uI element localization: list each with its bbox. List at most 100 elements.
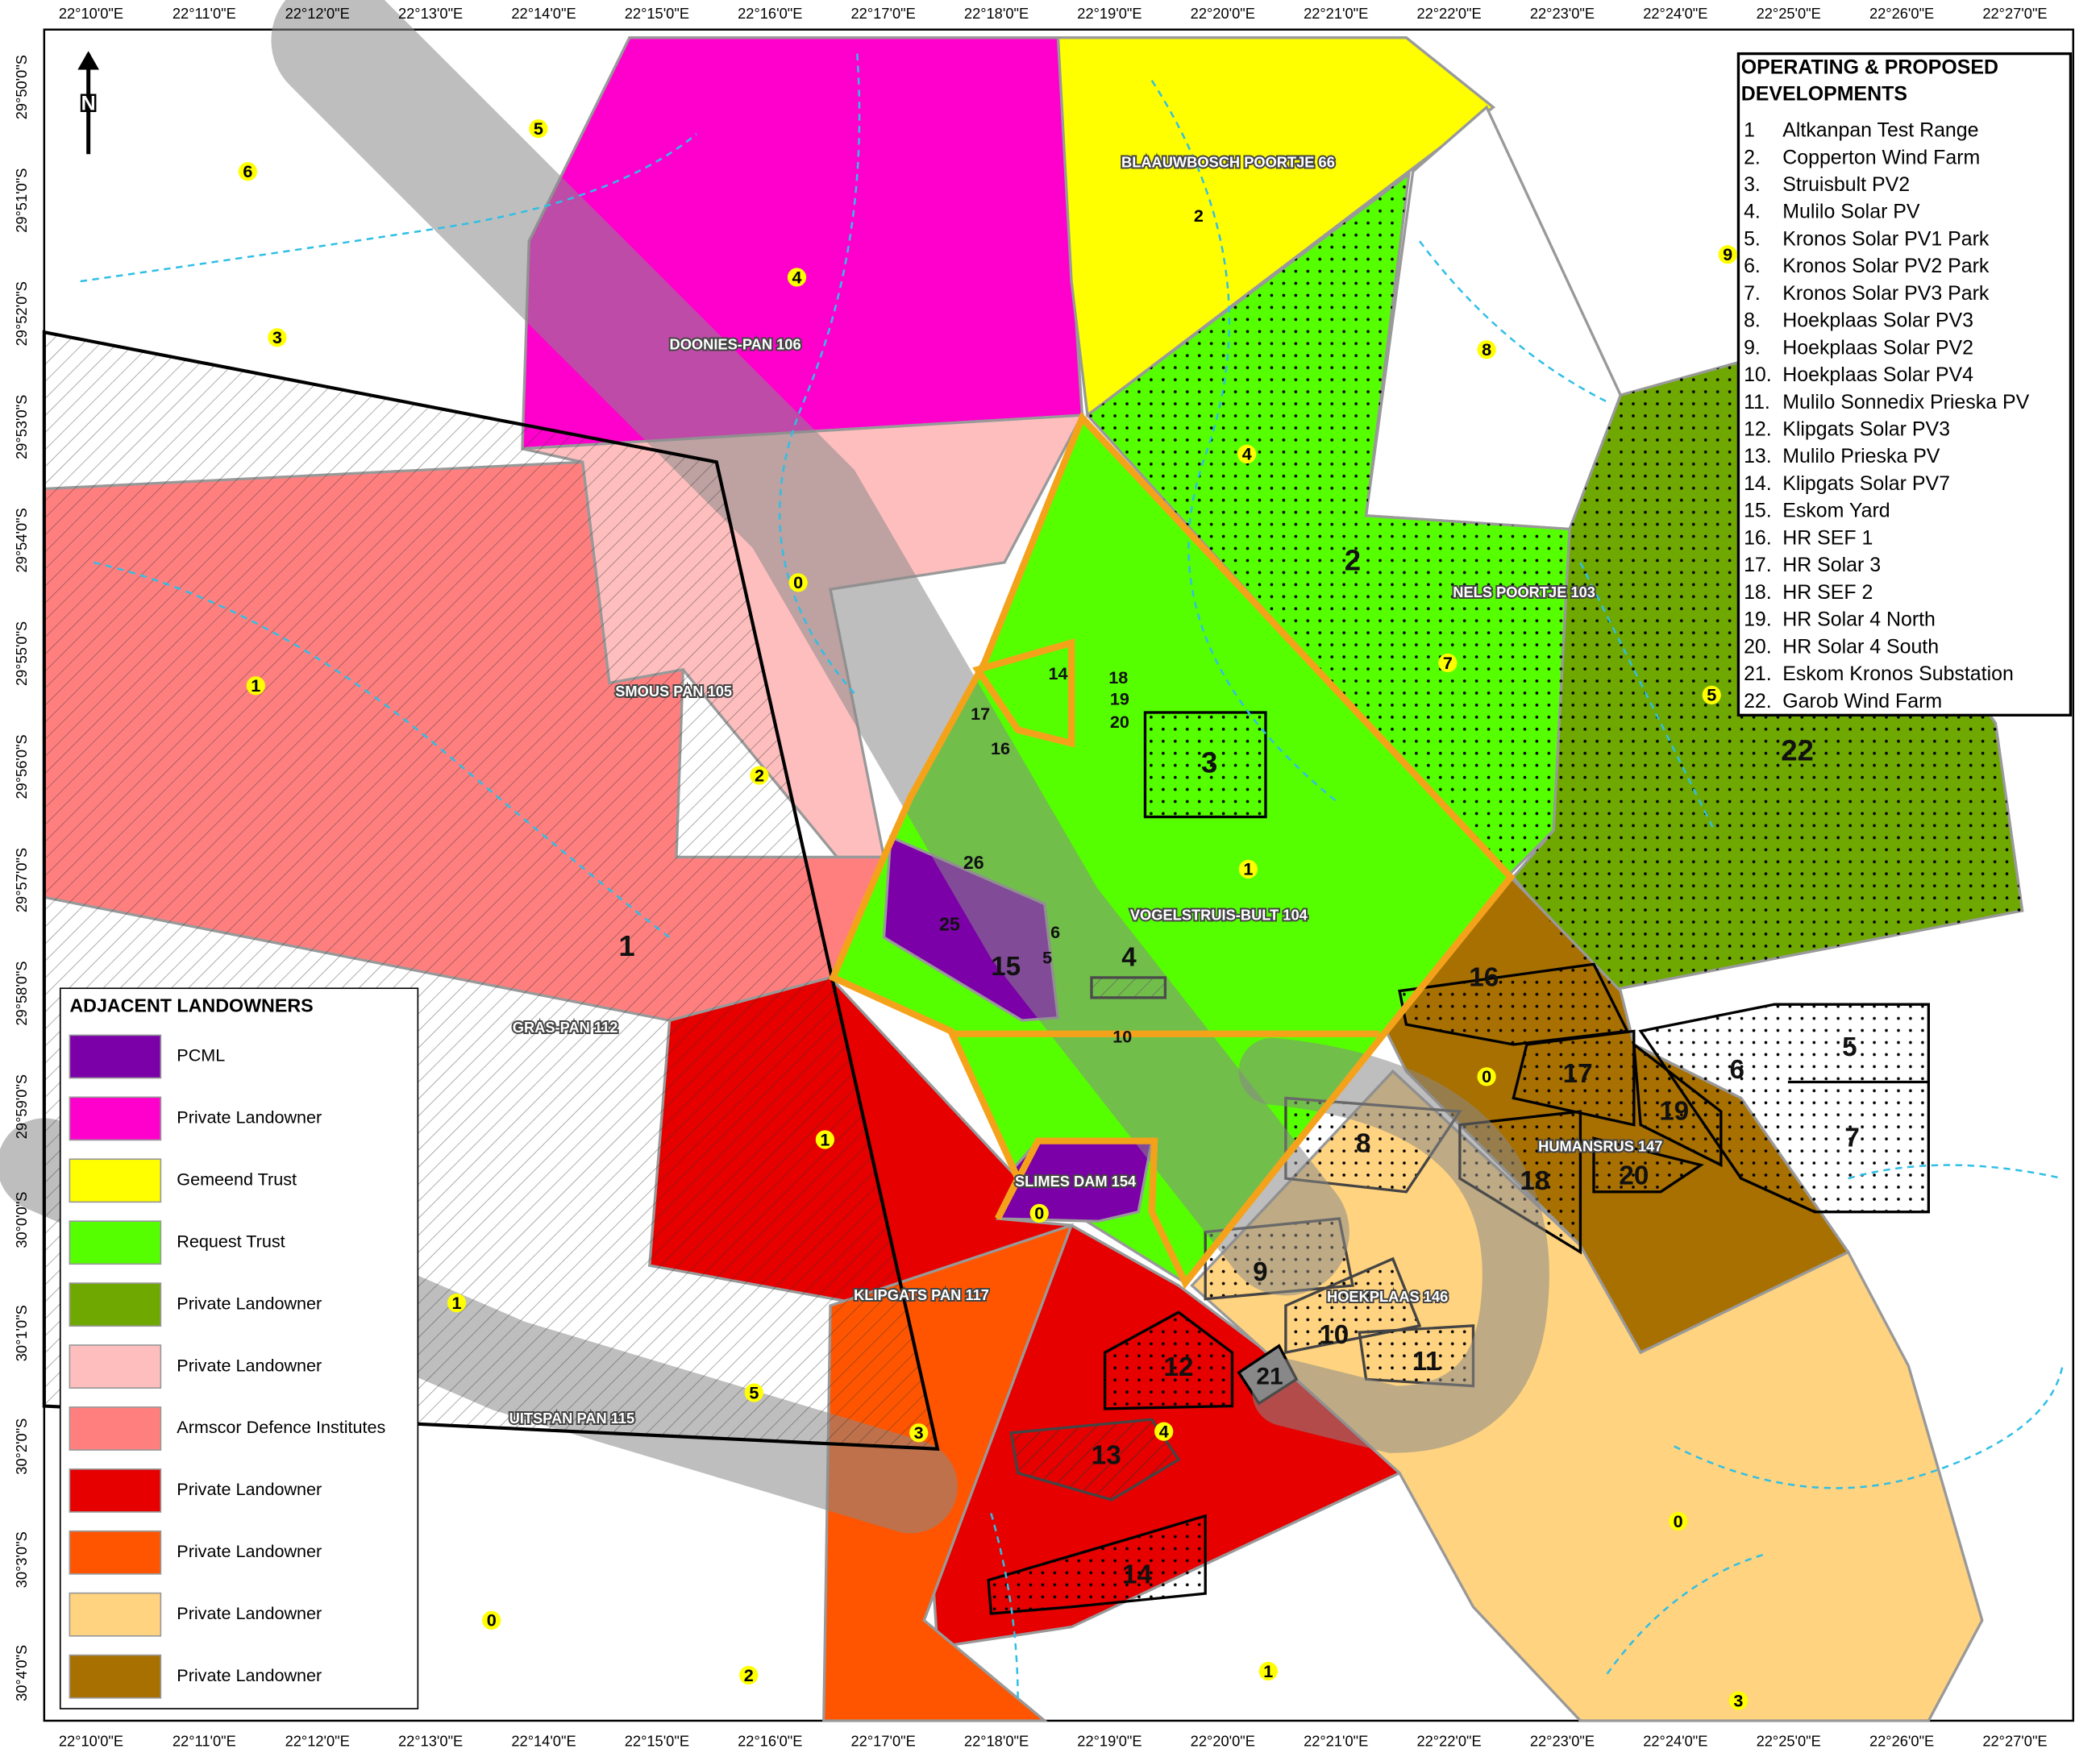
legend-label: Private Landowner <box>177 1293 322 1313</box>
longitude-label: 22°17'0"E <box>851 1732 916 1749</box>
longitude-label: 22°15'0"E <box>625 1732 689 1749</box>
longitude-label: 22°13'0"E <box>398 1732 463 1749</box>
development-id: 12 <box>1164 1352 1194 1382</box>
development-id: 8 <box>1356 1128 1370 1158</box>
development-number: 18. <box>1744 581 1772 604</box>
development-number: 4. <box>1744 201 1761 223</box>
development-number: 10. <box>1744 363 1772 386</box>
longitude-label: 22°27'0"E <box>1982 1732 2047 1749</box>
longitude-label: 22°24'0"E <box>1643 1732 1707 1749</box>
landowner-id: 1 <box>1263 1661 1273 1681</box>
development-name: Mulilo Prieska PV <box>1782 445 1940 467</box>
legend-label: Private Landowner <box>177 1355 322 1375</box>
legend-swatch <box>69 1655 160 1698</box>
latitude-label: 30°1'0"S <box>13 1305 30 1361</box>
legend-swatch <box>69 1531 160 1574</box>
landowner-id: 4 <box>792 267 801 287</box>
landowner-id: 0 <box>1674 1511 1683 1531</box>
development-id: 6 <box>1730 1055 1744 1085</box>
legend-label: Gemeend Trust <box>177 1169 297 1190</box>
landowner-id: 2 <box>744 1665 754 1685</box>
development-id: 5 <box>1842 1032 1857 1062</box>
longitude-label: 22°25'0"E <box>1757 1732 1821 1749</box>
longitude-label: 22°22'0"E <box>1416 1732 1481 1749</box>
farm-name: SMOUS PAN 105 <box>615 683 732 700</box>
landowner-id: 4 <box>1159 1422 1169 1442</box>
development-id: 17 <box>971 704 990 724</box>
farm-name: BLAAUWBOSCH POORTJE 66 <box>1121 154 1335 171</box>
legend-label: Armscor Defence Institutes <box>177 1417 385 1437</box>
development-number: 16. <box>1744 526 1772 549</box>
longitude-label: 22°14'0"E <box>511 5 576 22</box>
landowner-id: 3 <box>272 327 282 347</box>
longitude-label: 22°11'0"E <box>173 1732 236 1749</box>
landowner-id: 8 <box>1482 339 1491 359</box>
legend-swatch <box>69 1159 160 1202</box>
longitude-label: 22°19'0"E <box>1077 1732 1141 1749</box>
development-name: Hoekplaas Solar PV3 <box>1782 309 1973 332</box>
development-id: 3 <box>1201 746 1217 779</box>
development-id: 11 <box>1412 1347 1441 1377</box>
latitude-label: 29°50'0"S <box>13 55 30 119</box>
development-number: 5. <box>1744 227 1761 250</box>
longitude-label: 22°23'0"E <box>1530 1732 1595 1749</box>
legend-label: Private Landowner <box>177 1541 322 1561</box>
latitude-label: 30°2'0"S <box>13 1418 30 1475</box>
development-id: 7 <box>1844 1124 1859 1153</box>
development-number: 8. <box>1744 309 1761 332</box>
longitude-label: 22°24'0"E <box>1643 5 1707 22</box>
farm-name: HOEKPLAAS 146 <box>1327 1288 1448 1305</box>
landowner-id: 1 <box>1243 859 1253 879</box>
development-id: 16 <box>991 738 1010 758</box>
legend-title: ADJACENT LANDOWNERS <box>69 995 313 1016</box>
latitude-label: 30°0'0"S <box>13 1192 30 1248</box>
legend-label: Private Landowner <box>177 1603 322 1623</box>
legend-label: PCML <box>177 1045 225 1065</box>
legend-swatch <box>69 1283 160 1326</box>
landowner-id: 0 <box>1034 1203 1044 1223</box>
development-number: 20. <box>1744 635 1772 658</box>
longitude-label: 22°22'0"E <box>1416 5 1481 22</box>
longitude-label: 22°10'0"E <box>59 5 123 22</box>
development-id: 16 <box>1469 962 1499 992</box>
development-name: Eskom Kronos Substation <box>1782 663 2014 685</box>
development-name: HR Solar 4 North <box>1782 609 1936 631</box>
development-number: 15. <box>1744 500 1772 522</box>
development-number: 13. <box>1744 445 1772 467</box>
development-id: 22 <box>1781 733 1814 766</box>
development-id: 20 <box>1110 712 1129 732</box>
development-number: 12. <box>1744 418 1772 441</box>
development-number: 6. <box>1744 255 1761 277</box>
farm-name: KLIPGATS PAN 117 <box>854 1286 989 1303</box>
landowner-id: 0 <box>1482 1066 1491 1086</box>
development-id: 15 <box>991 952 1021 982</box>
legend-swatch <box>69 1407 160 1450</box>
landowner-id: 2 <box>1194 206 1204 226</box>
latitude-label: 29°55'0"S <box>13 621 30 686</box>
development-name: Kronos Solar PV2 Park <box>1782 255 1990 277</box>
longitude-label: 22°21'0"E <box>1304 5 1368 22</box>
longitude-label: 22°18'0"E <box>964 1732 1029 1749</box>
development-number: 22. <box>1744 690 1772 712</box>
landowner-id: 3 <box>914 1423 924 1443</box>
development-id: 5 <box>1042 947 1052 967</box>
legend-swatch <box>69 1593 160 1636</box>
legend-label: Private Landowner <box>177 1665 322 1685</box>
landowner-id: 2 <box>755 765 764 785</box>
development-id: 26 <box>963 852 984 873</box>
legend-label: Private Landowner <box>177 1479 322 1499</box>
development-name: Struisbult PV2 <box>1782 173 1910 196</box>
development-number: 14. <box>1744 472 1772 495</box>
development-name: HR SEF 1 <box>1782 526 1873 549</box>
development-number: 2. <box>1744 146 1761 168</box>
development-number: 21. <box>1744 663 1772 685</box>
legend-swatch <box>69 1221 160 1264</box>
longitude-label: 22°26'0"E <box>1869 1732 1934 1749</box>
development-id: 18 <box>1108 667 1128 687</box>
development-id: 19 <box>1659 1097 1689 1127</box>
map: N ADJACENT LANDOWNERS OPERATING & PROPOS… <box>0 0 2100 1757</box>
development-number: 17. <box>1744 554 1772 576</box>
longitude-label: 22°11'0"E <box>173 5 236 22</box>
longitude-label: 22°27'0"E <box>1982 5 2047 22</box>
development-id: 14 <box>1122 1560 1152 1589</box>
